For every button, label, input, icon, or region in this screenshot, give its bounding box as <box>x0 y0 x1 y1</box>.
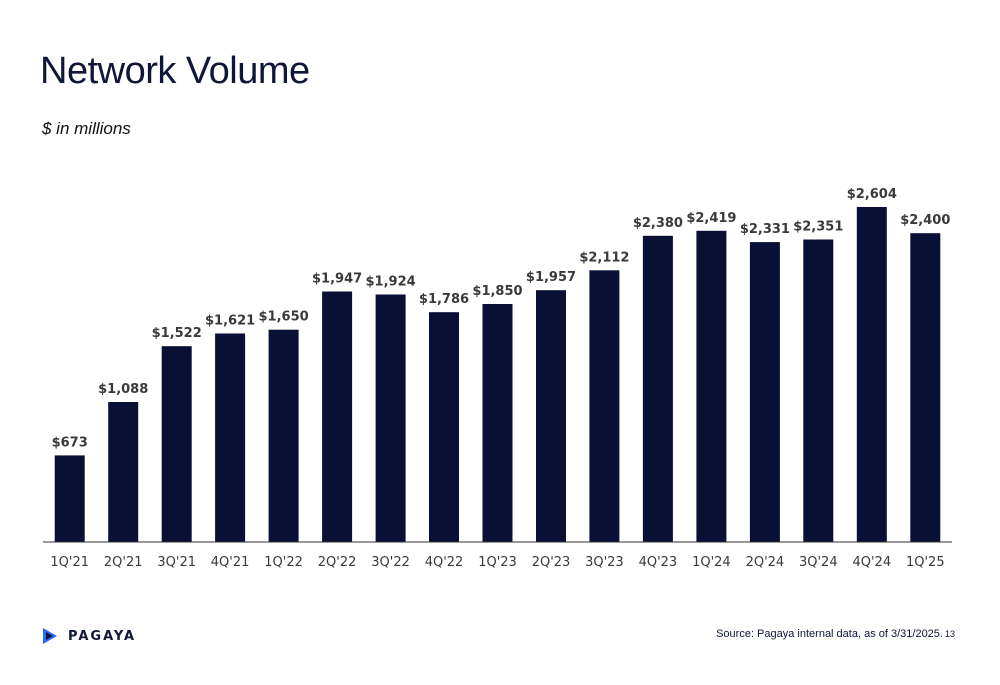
data-label: $1,947 <box>312 272 362 287</box>
x-tick-label: 3Q'22 <box>371 555 410 570</box>
bar <box>910 233 941 542</box>
x-tick-label: 2Q'23 <box>532 555 571 570</box>
bar <box>696 230 727 543</box>
page-subtitle: $ in millions <box>42 119 131 138</box>
data-label: $2,351 <box>793 220 843 235</box>
data-label: $2,400 <box>900 213 950 228</box>
x-tick-label: 1Q'22 <box>264 555 303 570</box>
data-label: $1,650 <box>259 310 309 325</box>
x-tick-label: 4Q'21 <box>211 555 250 570</box>
bar <box>482 304 513 542</box>
source-text: Source: Pagaya internal data, as of 3/31… <box>716 628 943 640</box>
data-label: $2,112 <box>579 250 629 265</box>
pagaya-logo-icon <box>43 628 57 644</box>
bar <box>215 333 246 542</box>
bar <box>375 294 406 542</box>
page-title: Network Volume <box>40 50 310 92</box>
data-label: $673 <box>52 435 88 450</box>
x-tick-label: 1Q'21 <box>50 555 89 570</box>
bar <box>108 402 139 542</box>
bar <box>322 291 353 542</box>
x-tick-label: 4Q'22 <box>425 555 464 570</box>
x-tick-label: 2Q'24 <box>746 555 785 570</box>
bar <box>161 346 192 542</box>
company-logo: PAGAYA <box>40 626 136 646</box>
bar <box>429 312 459 542</box>
bar <box>54 455 85 542</box>
x-tick-label: 1Q'24 <box>692 555 731 570</box>
bar <box>856 207 887 542</box>
x-tick-label: 2Q'22 <box>318 555 357 570</box>
data-label: $2,604 <box>847 187 897 202</box>
network-volume-chart: $673 1Q'21 $1,088 2Q'21 $1,522 3Q'21 $1,621 4Q'… <box>43 187 952 570</box>
page-number: 13 <box>944 629 955 639</box>
data-label: $2,419 <box>686 211 736 226</box>
bar <box>803 239 834 542</box>
data-label: $2,380 <box>633 216 683 231</box>
bar <box>749 242 780 542</box>
bar <box>268 329 299 542</box>
data-label: $1,522 <box>152 326 202 341</box>
data-label: $1,850 <box>472 284 522 299</box>
bar <box>589 270 620 542</box>
source-note: Source: Pagaya internal data, as of 3/31… <box>716 628 955 640</box>
data-label: $1,621 <box>205 314 255 329</box>
x-tick-label: 4Q'23 <box>639 555 678 570</box>
data-label: $1,957 <box>526 270 576 285</box>
x-tick-label: 2Q'21 <box>104 555 143 570</box>
bar <box>642 235 673 543</box>
data-label: $1,924 <box>366 275 416 290</box>
bar <box>536 290 566 542</box>
data-label: $1,786 <box>419 292 469 307</box>
logo-text: PAGAYA <box>68 628 137 644</box>
x-tick-label: 3Q'23 <box>585 555 624 570</box>
x-tick-label: 4Q'24 <box>852 555 891 570</box>
data-label: $1,088 <box>98 382 148 397</box>
x-tick-label: 1Q'23 <box>478 555 517 570</box>
x-tick-label: 3Q'21 <box>157 555 196 570</box>
data-label: $2,331 <box>740 222 790 237</box>
x-tick-label: 1Q'25 <box>906 555 945 570</box>
x-tick-label: 3Q'24 <box>799 555 838 570</box>
